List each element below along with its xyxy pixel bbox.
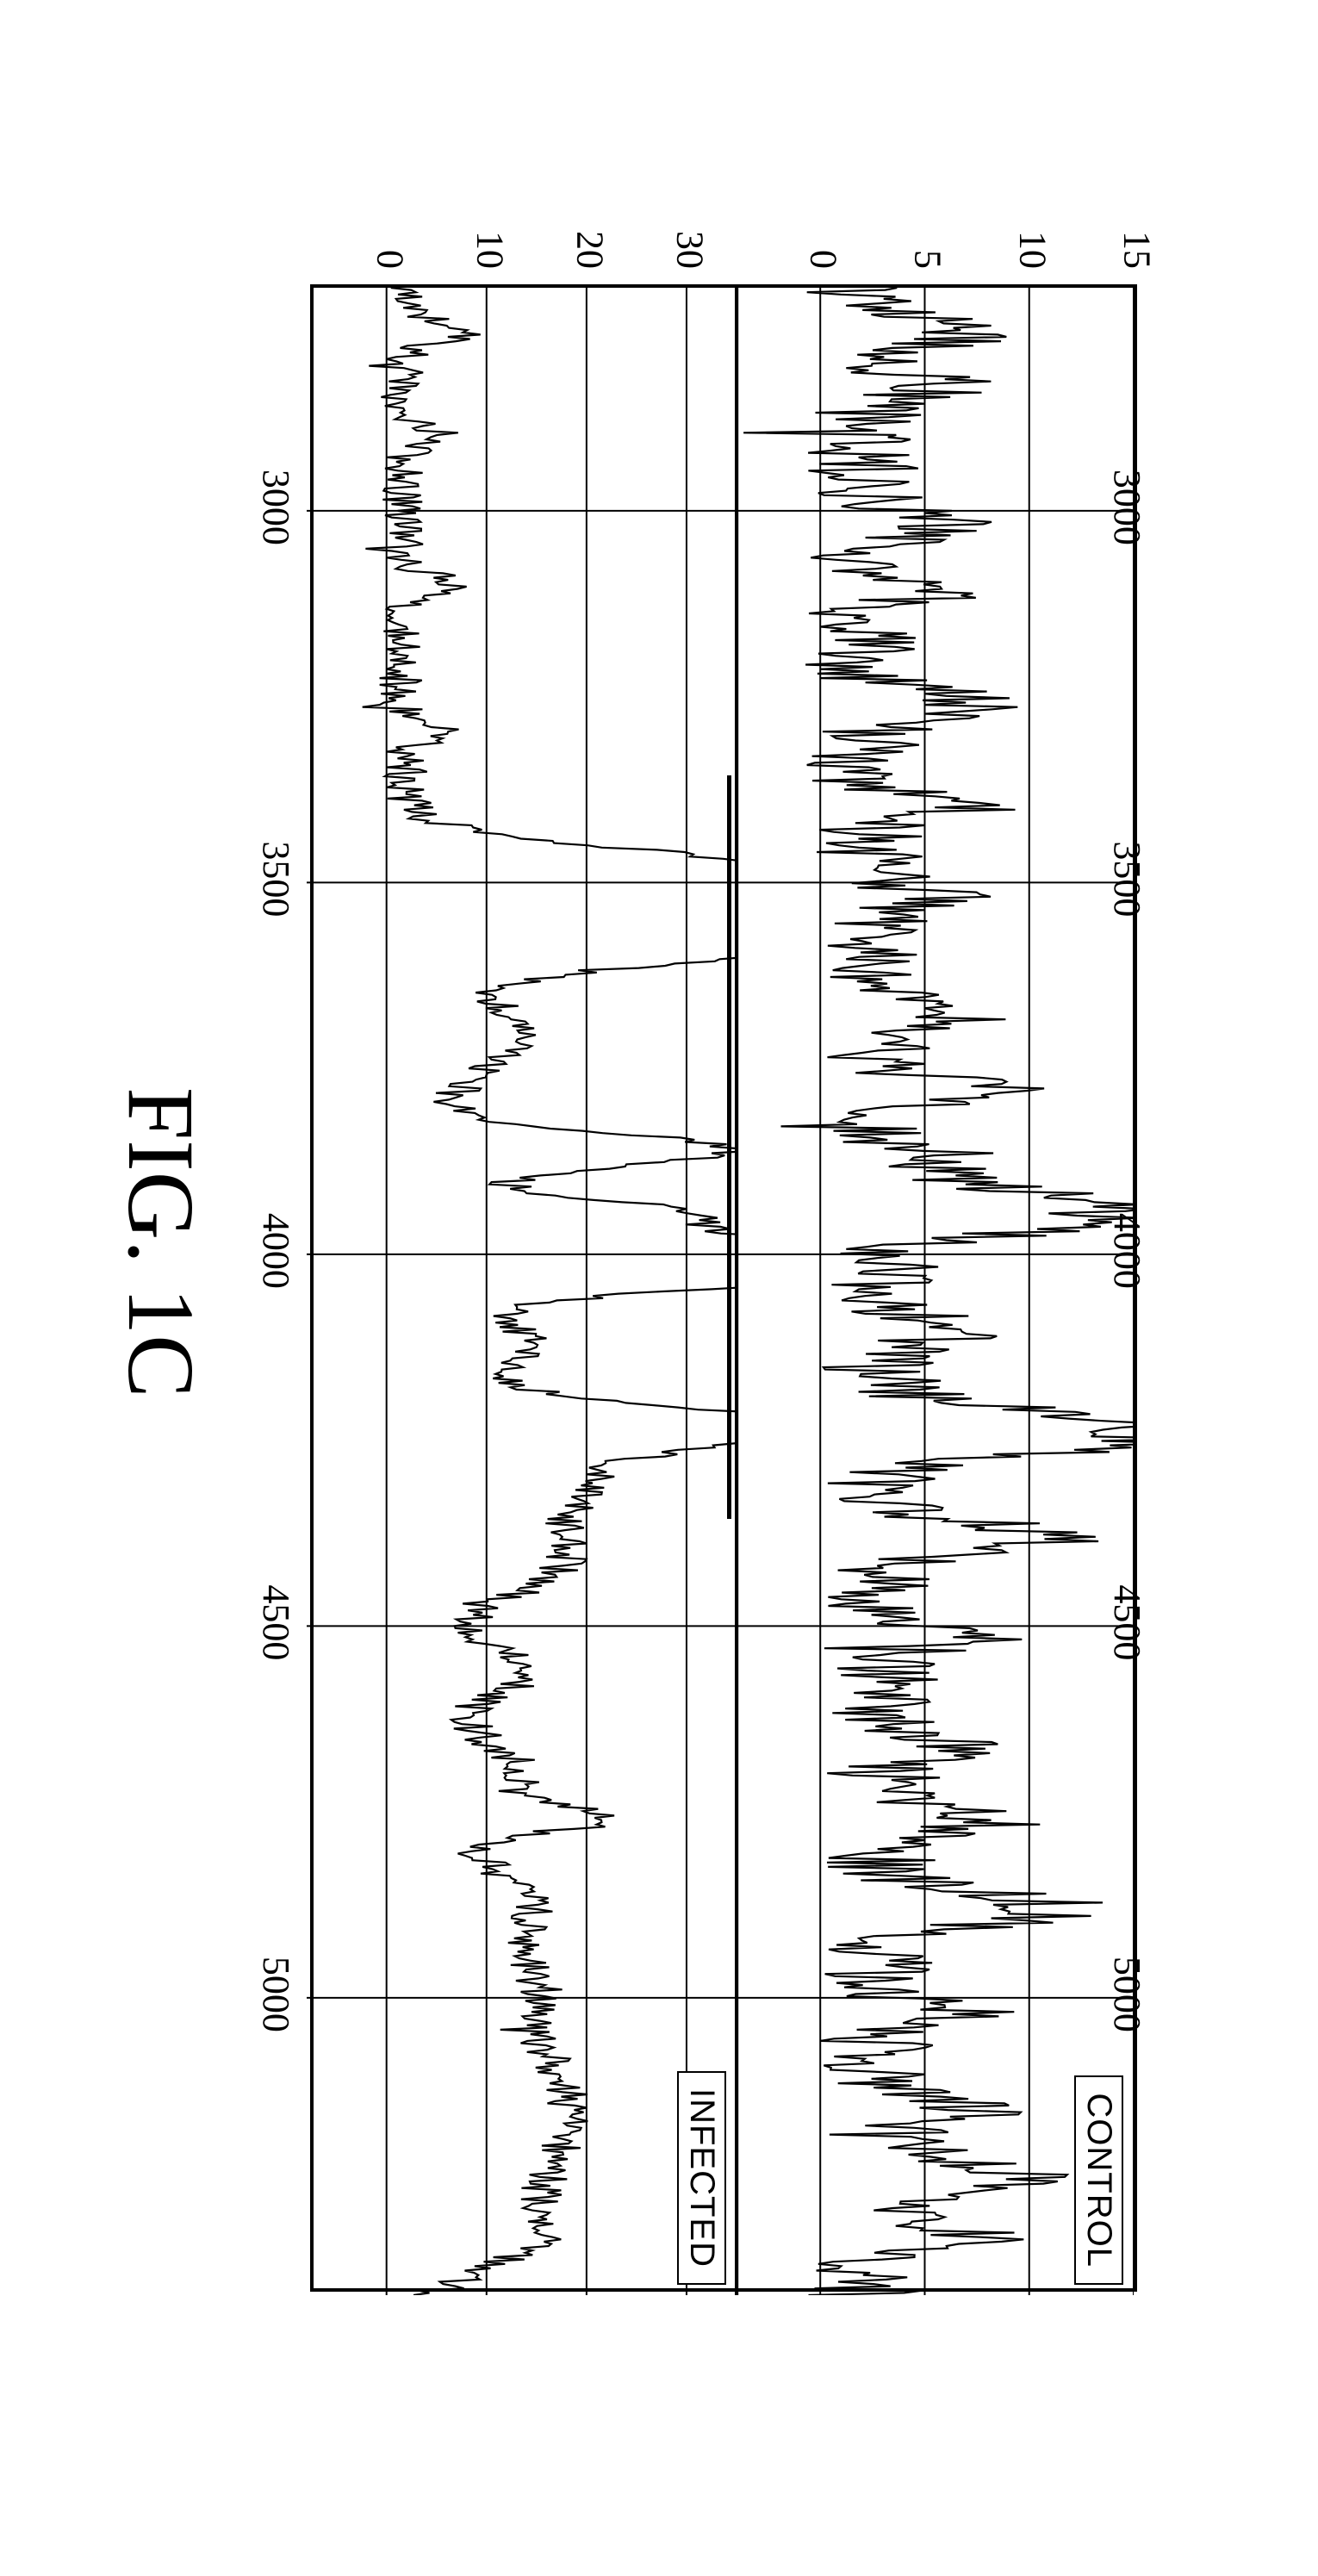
xtick-label-top: 3500 [1137, 841, 1149, 917]
chart-frame: CONTROL INFECTED [310, 284, 1137, 2292]
xtick-label-bottom: 4000 [254, 1213, 310, 1289]
xtick-label-bottom: 3500 [254, 841, 310, 917]
xtick-label-bottom: 3000 [254, 470, 310, 545]
xtick-label-top: 4000 [1137, 1213, 1149, 1289]
ytick-label: 10 [1010, 231, 1054, 284]
xtick-label-bottom: 4500 [254, 1584, 310, 1660]
xtick-label-top: 3000 [1137, 470, 1149, 545]
panel-infected: INFECTED [307, 288, 737, 2295]
ytick-label: 15 [1116, 231, 1159, 284]
xtick-label-top: 5000 [1137, 1957, 1149, 2032]
ytick-label: 20 [569, 231, 612, 284]
ytick-label: 10 [468, 231, 512, 284]
trace-infected [363, 288, 737, 2295]
xtick-label-bottom: 5000 [254, 1957, 310, 2032]
figure-caption: FIG. 1C [106, 1087, 215, 1398]
xtick-label-top: 4500 [1137, 1584, 1149, 1660]
ytick-label: 5 [906, 250, 950, 284]
region-underline [727, 775, 731, 1519]
legend-control: CONTROL [1074, 2075, 1123, 2285]
panel-control: CONTROL [737, 288, 1134, 2295]
ytick-label: 30 [668, 231, 712, 284]
trace-control [743, 288, 1134, 2295]
legend-infected: INFECTED [677, 2071, 726, 2285]
ytick-label: 0 [802, 250, 846, 284]
ytick-label: 0 [368, 250, 412, 284]
